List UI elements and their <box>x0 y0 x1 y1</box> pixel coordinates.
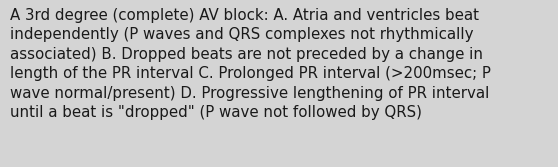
Text: A 3rd degree (complete) AV block: A. Atria and ventricles beat
independently (P : A 3rd degree (complete) AV block: A. Atr… <box>10 8 491 120</box>
